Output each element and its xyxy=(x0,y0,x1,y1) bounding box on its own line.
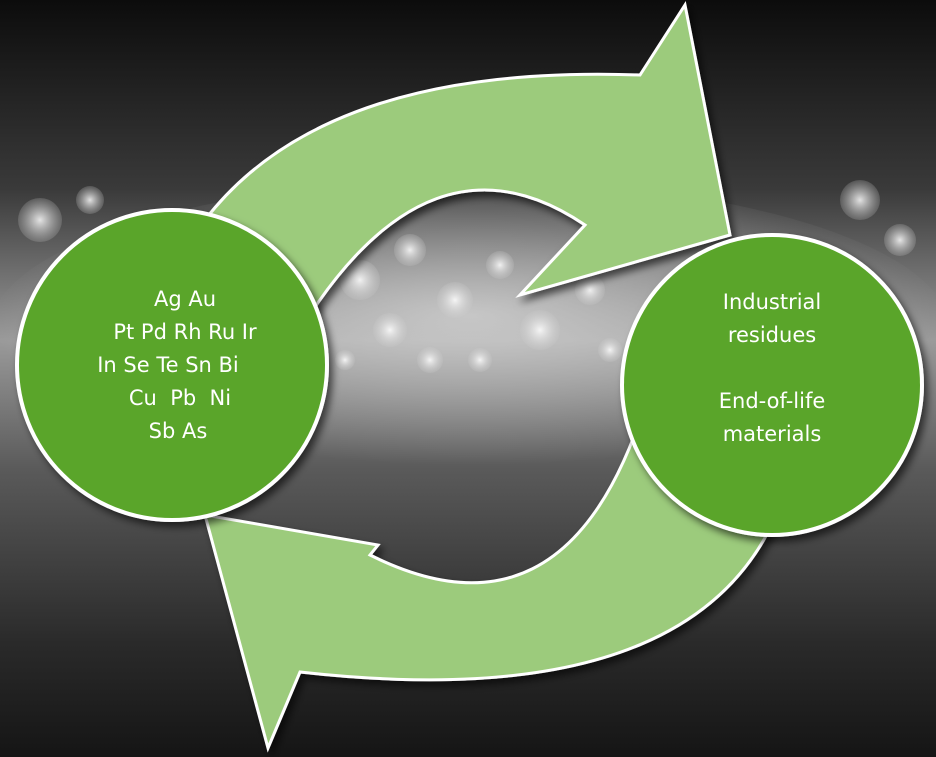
arrow-lower xyxy=(202,418,802,753)
node-line: Ag Au xyxy=(154,287,216,311)
cycle-arrows xyxy=(147,1,802,753)
node-line: residues xyxy=(728,323,816,347)
node-line: In Se Te Sn Bi xyxy=(97,353,239,377)
node-line: Sb As xyxy=(149,419,208,443)
node-line: End-of-life xyxy=(719,389,826,413)
node-line: materials xyxy=(723,422,822,446)
bokeh xyxy=(18,180,916,373)
arrow-upper xyxy=(147,1,732,332)
node-metals xyxy=(15,208,329,522)
node-line: Industrial xyxy=(723,290,822,314)
node-line: Pt Pd Rh Ru Ir xyxy=(113,320,257,344)
node-line: Cu Pb Ni xyxy=(129,386,231,410)
node-sources xyxy=(620,233,924,537)
